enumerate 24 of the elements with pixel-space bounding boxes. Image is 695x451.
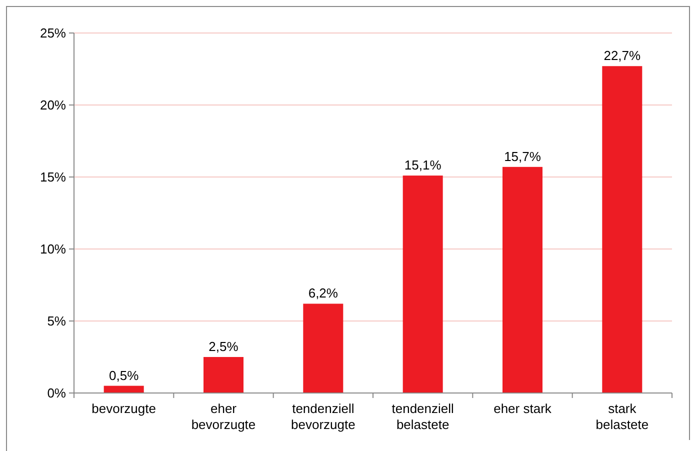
- bar: [602, 66, 642, 393]
- bar: [104, 386, 144, 393]
- bar: [303, 304, 344, 393]
- x-tick-label: tendenziell belastete: [392, 401, 454, 432]
- y-tick-label: 20%: [40, 98, 66, 113]
- bar: [204, 357, 244, 393]
- data-label: 6,2%: [308, 286, 338, 301]
- x-tick-label: bevorzugte: [92, 401, 156, 416]
- y-tick-label: 0%: [47, 386, 66, 401]
- bar: [502, 166, 542, 393]
- data-label: 15,1%: [404, 158, 442, 173]
- y-tick-label: 15%: [40, 170, 66, 185]
- bar: [402, 176, 443, 393]
- data-label: 2,5%: [208, 339, 239, 354]
- x-tick-label: eher bevorzugte: [191, 401, 256, 432]
- y-tick-label: 25%: [40, 26, 66, 41]
- data-label: 0,5%: [109, 368, 140, 383]
- data-label: 15,7%: [504, 148, 542, 164]
- x-tick-label: tendenziell bevorzugte: [291, 401, 356, 432]
- y-tick-label: 5%: [47, 314, 66, 329]
- data-label: 22,7%: [604, 48, 642, 64]
- x-tick-label: stark belastete: [596, 401, 649, 432]
- y-tick-label: 10%: [40, 242, 66, 257]
- x-tick-label: eher stark: [494, 401, 552, 416]
